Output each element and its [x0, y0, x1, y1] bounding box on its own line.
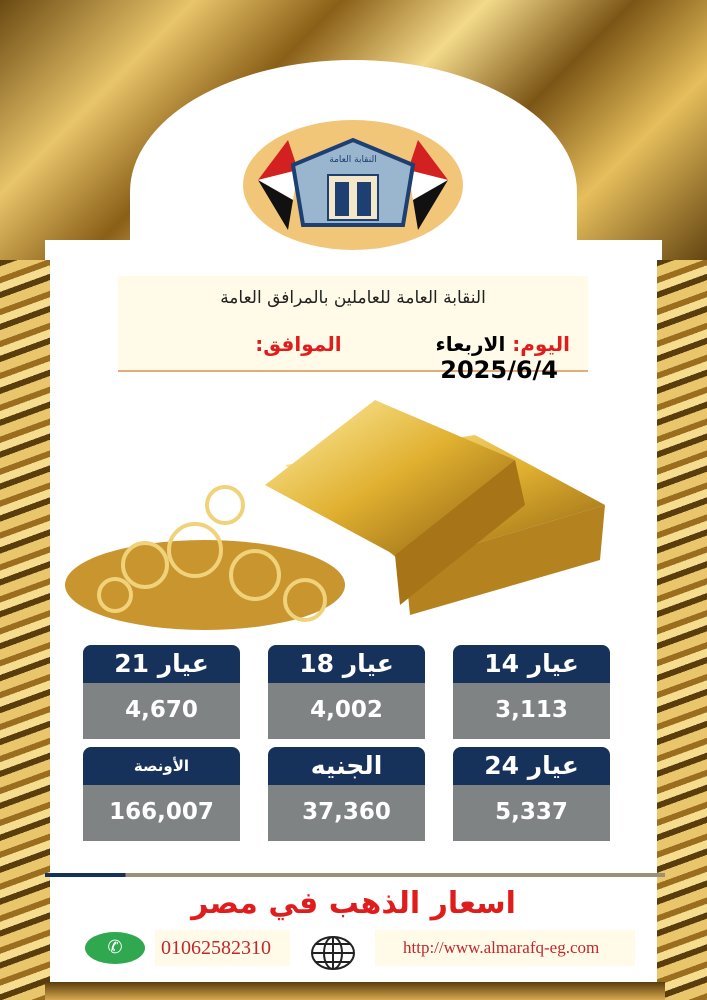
footer-title: اسعار الذهب في مصر — [191, 886, 516, 921]
card-label: عيار 21 — [83, 645, 240, 683]
website-link[interactable]: http://www.almarafq-eg.com — [403, 938, 600, 957]
gold-bars-and-jewelry-image — [65, 400, 605, 630]
union-name: النقابة العامة للعاملين بالمرافق العامة — [220, 288, 486, 308]
card-label: عيار 14 — [453, 645, 610, 683]
card-label: الجنيه — [268, 747, 425, 785]
gold-column-left — [0, 260, 50, 1000]
price-card-14k: عيار 14 3,113 — [453, 645, 610, 739]
card-value: 37,360 — [268, 785, 425, 841]
union-logo: النقابة العامة — [243, 120, 463, 250]
price-card-21k: عيار 21 4,670 — [83, 645, 240, 739]
price-card-24k: عيار 24 5,337 — [453, 747, 610, 841]
price-card-ounce: الأونصة 166,007 — [83, 747, 240, 841]
day-label: اليوم: — [512, 332, 570, 356]
ornamental-gold-frame-bottom — [45, 982, 665, 1000]
phone-box: 01062582310 — [155, 930, 290, 966]
globe-icon — [310, 935, 356, 975]
header-box: النقابة العامة للعاملين بالمرافق العامة … — [118, 276, 588, 384]
card-value: 4,002 — [268, 683, 425, 739]
svg-text:النقابة العامة: النقابة العامة — [329, 155, 376, 165]
day-value: الاربعاء — [435, 332, 506, 356]
price-card-pound: الجنيه 37,360 — [268, 747, 425, 841]
card-label: عيار 18 — [268, 645, 425, 683]
price-card-18k: عيار 18 4,002 — [268, 645, 425, 739]
date-value: 2025/6/4 — [440, 356, 558, 384]
gold-column-right — [657, 260, 707, 1000]
date-label: الموافق: — [255, 332, 342, 356]
divider — [45, 873, 665, 877]
phone-number[interactable]: 01062582310 — [161, 937, 271, 959]
card-label: عيار 24 — [453, 747, 610, 785]
card-value: 5,337 — [453, 785, 610, 841]
card-label: الأونصة — [83, 747, 240, 785]
card-value: 4,670 — [83, 683, 240, 739]
website-box: http://www.almarafq-eg.com — [375, 930, 635, 966]
card-value: 166,007 — [83, 785, 240, 841]
whatsapp-icon: ✆ — [85, 932, 145, 964]
card-value: 3,113 — [453, 683, 610, 739]
